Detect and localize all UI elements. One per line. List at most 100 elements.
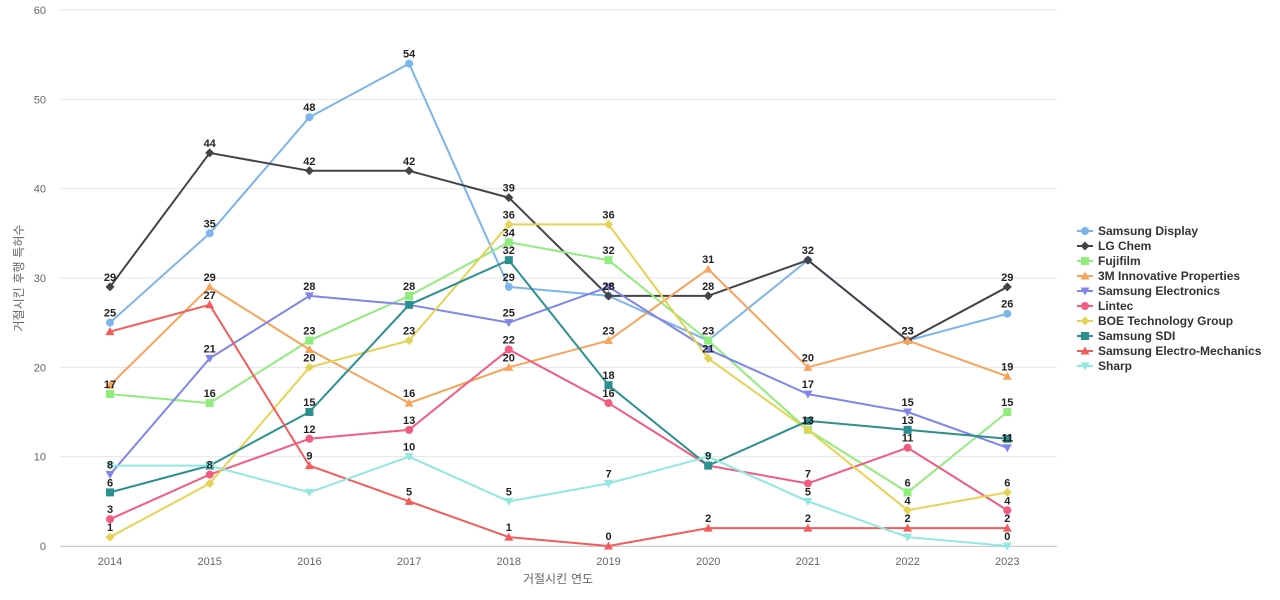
legend-label: BOE Technology Group [1098, 314, 1233, 328]
data-point [504, 238, 513, 247]
data-point [504, 282, 513, 291]
data-label: 29 [104, 272, 116, 284]
data-label: 29 [204, 272, 216, 284]
legend-item[interactable]: Samsung Display [1077, 224, 1198, 238]
data-label: 23 [702, 326, 714, 338]
legend-item[interactable]: BOE Technology Group [1077, 314, 1233, 328]
data-point [903, 523, 913, 532]
data-point [903, 488, 912, 497]
data-point [504, 256, 513, 265]
legend-label: Samsung Electronics [1098, 284, 1220, 298]
data-label: 32 [503, 245, 515, 257]
data-label: 13 [802, 415, 814, 427]
data-label: 34 [503, 227, 516, 239]
data-label: 25 [503, 308, 515, 320]
data-point [504, 193, 514, 203]
data-point [106, 515, 114, 524]
y-axis: 0 10 20 30 40 50 60 [34, 5, 46, 553]
legend-item[interactable]: Sharp [1077, 359, 1132, 373]
data-label: 20 [503, 352, 515, 364]
data-point [106, 390, 114, 399]
data-point [305, 434, 314, 443]
x-tick-label: 2022 [895, 556, 919, 568]
data-point [205, 478, 215, 488]
data-point [205, 462, 215, 471]
data-point [504, 319, 514, 328]
data-label: 11 [1001, 433, 1013, 445]
legend-symbol-marker [1081, 332, 1089, 340]
data-label: 48 [303, 102, 315, 114]
legend-item[interactable]: LG Chem [1077, 239, 1151, 253]
data-point [1003, 506, 1012, 515]
data-point [205, 282, 215, 291]
data-label: 19 [1001, 361, 1013, 373]
series-line [109, 151, 1008, 342]
data-label: 16 [403, 388, 415, 400]
data-label: 5 [506, 486, 512, 498]
legend-item[interactable]: Samsung Electro-Mechanics [1077, 344, 1262, 358]
data-point [703, 353, 713, 363]
data-label: 28 [702, 281, 714, 293]
data-point [205, 399, 214, 408]
data-label: 13 [802, 415, 814, 427]
data-point [803, 362, 813, 371]
x-tick-label: 2018 [497, 556, 521, 568]
data-point [1002, 487, 1012, 497]
x-axis-title: 거절시킨 연도 [523, 572, 593, 586]
legend-item[interactable]: 3M Innovative Properties [1077, 269, 1240, 283]
legend-item[interactable]: Fujifilm [1077, 254, 1141, 268]
y-axis-title: 거절시킨 후행 특허수 [11, 225, 26, 332]
data-point [803, 416, 812, 425]
data-label: 6 [107, 477, 113, 489]
data-point [405, 291, 414, 300]
data-point [604, 256, 613, 265]
data-point [1003, 434, 1012, 443]
legend-symbol-marker [1081, 227, 1089, 235]
legend-label: Lintec [1098, 299, 1134, 313]
data-point [106, 318, 114, 327]
data-point [504, 362, 514, 371]
x-tick-label: 2017 [397, 556, 421, 568]
data-point [504, 219, 514, 229]
data-label: 23 [602, 326, 614, 338]
data-point [304, 488, 314, 497]
data-label: 22 [503, 334, 515, 346]
data-point [703, 291, 713, 301]
data-point [305, 336, 314, 345]
y-tick-label: 50 [34, 94, 46, 106]
data-label: 4 [905, 495, 912, 507]
series-9 [105, 453, 1012, 551]
data-label: 28 [303, 281, 315, 293]
y-tick-label: 30 [34, 273, 46, 285]
series-line [109, 62, 1008, 342]
data-label: 2 [905, 513, 911, 525]
data-label: 15 [303, 397, 315, 409]
legend-label: Samsung Display [1098, 224, 1198, 238]
data-point [604, 336, 613, 345]
legend-label: Samsung SDI [1098, 329, 1175, 343]
data-point [205, 300, 215, 309]
legend-item[interactable]: Lintec [1077, 299, 1134, 313]
data-label: 18 [602, 370, 614, 382]
legend-symbol-marker [1080, 346, 1090, 355]
data-point [704, 461, 713, 470]
data-label: 35 [204, 218, 216, 230]
data-point [803, 523, 813, 532]
data-point [304, 166, 314, 176]
data-point [205, 148, 215, 158]
series-line [110, 455, 1008, 547]
legend-symbol-marker [1080, 241, 1090, 251]
series-5 [106, 345, 1012, 524]
data-label: 27 [204, 290, 216, 302]
y-tick-label: 60 [34, 5, 46, 17]
y-tick-label: 40 [34, 184, 46, 196]
legend-label: Samsung Electro-Mechanics [1098, 344, 1262, 358]
data-label: 23 [901, 326, 913, 338]
legend-item[interactable]: Samsung Electronics [1077, 284, 1220, 298]
legend-symbol-marker [1080, 287, 1090, 296]
legend-symbol-marker [1080, 316, 1090, 326]
data-point [1002, 542, 1012, 551]
legend-item[interactable]: Samsung SDI [1077, 329, 1175, 343]
data-label: 13 [901, 415, 913, 427]
